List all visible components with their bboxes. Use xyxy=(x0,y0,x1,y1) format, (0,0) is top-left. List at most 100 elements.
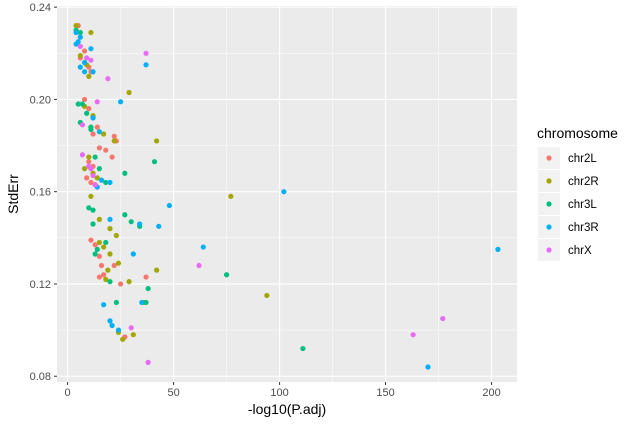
x-tick-label: 50 xyxy=(167,387,179,399)
y-tick-label: 0.20 xyxy=(30,94,51,106)
x-tick-label: 100 xyxy=(270,387,288,399)
point-chr2R xyxy=(107,226,113,232)
point-chr3R xyxy=(98,177,105,183)
point-chr2L xyxy=(103,147,109,153)
legend-label-chr2L: chr2L xyxy=(568,153,597,165)
point-chr2L xyxy=(94,124,100,130)
point-chr3L xyxy=(84,110,90,116)
point-chr3R xyxy=(107,318,113,324)
legend-key-chr2L xyxy=(546,155,552,161)
point-chr2R xyxy=(105,267,111,273)
point-chr2R xyxy=(103,276,109,282)
plot-points xyxy=(73,23,501,370)
point-chr2R xyxy=(126,89,132,96)
point-chr3R xyxy=(90,69,96,75)
point-chr2R xyxy=(130,332,136,338)
point-chr3R xyxy=(77,64,83,70)
x-axis-title: -log10(P.adj) xyxy=(248,401,326,417)
point-chr3R xyxy=(77,34,83,40)
point-chr3R xyxy=(156,223,162,229)
point-chr2R xyxy=(88,29,94,36)
point-chr3L xyxy=(79,101,86,107)
legend-items: chr2L chr2R chr3L chr3R chrX xyxy=(538,147,599,261)
point-chr2R xyxy=(115,260,122,266)
point-chr2L xyxy=(81,96,88,103)
point-chrX xyxy=(92,182,98,188)
point-chrX xyxy=(410,332,416,338)
point-chr2R xyxy=(264,292,270,299)
point-chr3L xyxy=(103,239,109,246)
point-chr3L xyxy=(143,299,149,306)
point-chr2L xyxy=(96,253,102,259)
point-chr2L xyxy=(96,274,102,280)
point-chr3R xyxy=(143,62,149,68)
y-axis-title: StdErr xyxy=(5,174,21,214)
point-chr2R xyxy=(101,244,107,250)
point-chr3R xyxy=(115,327,122,333)
plot-axes: 0 50 100 150 200 0.08 0.12 0.16 0.20 0.24 xyxy=(30,2,501,399)
point-chr2L xyxy=(111,262,117,269)
point-chr3L xyxy=(103,179,109,186)
point-chr2R xyxy=(86,73,92,79)
point-chr2R xyxy=(96,216,102,222)
point-chr2R xyxy=(113,232,119,239)
point-chr3R xyxy=(96,129,102,135)
legend-title: chromosome xyxy=(537,125,618,141)
point-chrX xyxy=(88,57,94,63)
point-chr2R xyxy=(86,154,92,160)
point-chr2L xyxy=(117,281,124,287)
point-chr3R xyxy=(139,299,145,306)
legend-label-chr3L: chr3L xyxy=(568,199,597,211)
point-chr2L xyxy=(143,274,149,280)
point-chrX xyxy=(94,99,100,105)
point-chr2L xyxy=(88,237,94,243)
point-chr2L xyxy=(92,242,98,248)
x-tick-label: 200 xyxy=(482,387,500,399)
point-chr3L xyxy=(90,207,96,213)
plot-panel xyxy=(57,6,517,382)
point-chrX xyxy=(84,55,90,61)
point-chr3L xyxy=(92,251,98,257)
point-chr3R xyxy=(81,59,88,66)
point-chr3R xyxy=(137,221,143,227)
point-chr3L xyxy=(128,219,134,225)
point-chrX xyxy=(88,166,94,172)
point-chr2L xyxy=(90,131,96,137)
point-chr3L xyxy=(77,29,83,36)
point-chr3L xyxy=(92,154,98,160)
point-chr2R xyxy=(111,138,117,144)
point-chr2R xyxy=(107,251,113,257)
point-chr3L xyxy=(223,272,230,278)
point-chrX xyxy=(196,262,202,269)
point-chr3R xyxy=(109,322,115,329)
point-chr2L xyxy=(81,48,88,54)
point-chr3R xyxy=(73,29,79,36)
legend-key-chr3L xyxy=(546,201,552,207)
point-chr2R xyxy=(126,279,132,285)
point-chrX xyxy=(440,315,446,322)
point-chr3R xyxy=(200,244,206,250)
point-chr3R xyxy=(166,202,172,209)
point-chr2R xyxy=(101,131,107,137)
point-chr2L xyxy=(86,106,92,112)
point-chr3R xyxy=(107,216,113,222)
point-chr2L xyxy=(88,179,94,186)
legend: chromosome chr2L chr2R chr3L chr3R chrX xyxy=(537,125,618,261)
y-tick-label: 0.08 xyxy=(30,371,51,383)
point-chrX xyxy=(128,325,134,331)
legend-label-chrX: chrX xyxy=(568,245,592,257)
point-chr3L xyxy=(94,246,100,252)
point-chr2R xyxy=(73,23,79,29)
point-chr2L xyxy=(109,154,115,160)
point-chr3R xyxy=(101,302,107,308)
point-chr2R xyxy=(154,138,160,144)
point-chrX xyxy=(145,359,151,365)
point-chr3L xyxy=(96,166,102,172)
point-chrX xyxy=(143,50,149,56)
point-chr3L xyxy=(75,101,81,107)
point-chr3L xyxy=(88,126,94,133)
x-tick-label: 150 xyxy=(376,387,394,399)
plot-grid xyxy=(57,6,517,382)
point-chr3R xyxy=(117,99,124,105)
